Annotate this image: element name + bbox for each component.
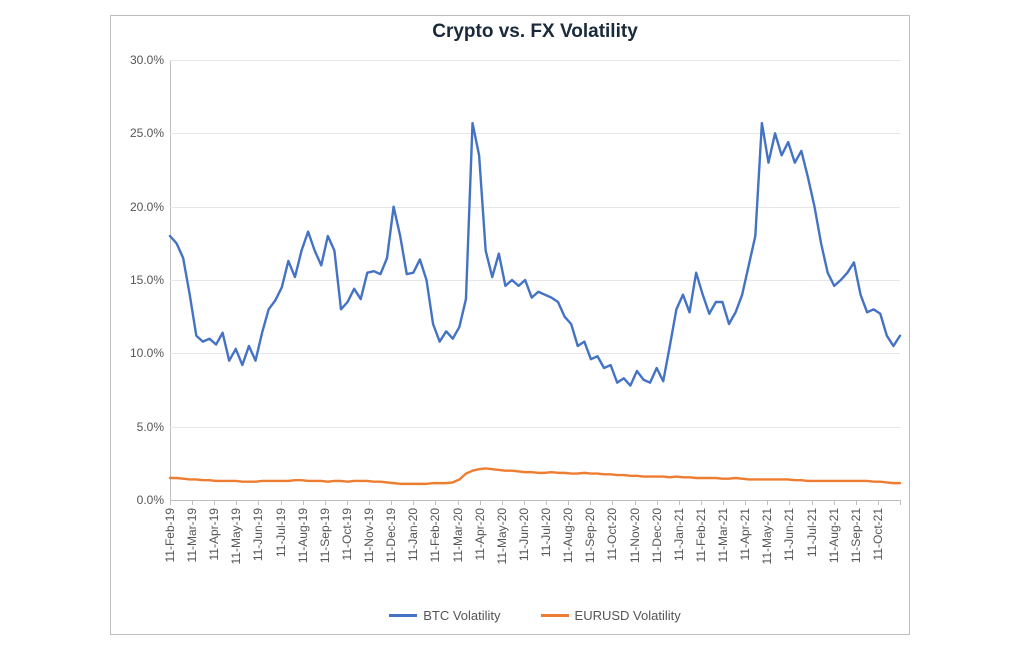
legend-item: BTC Volatility <box>389 608 500 623</box>
x-tick-mark <box>391 500 392 505</box>
x-tick-mark <box>502 500 503 505</box>
x-tick-mark <box>834 500 835 505</box>
x-tick-mark <box>369 500 370 505</box>
x-tick-mark <box>568 500 569 505</box>
x-tick-label: 11-May-19 <box>229 508 243 564</box>
x-tick-label: 11-Jul-20 <box>539 508 553 557</box>
x-tick-mark <box>258 500 259 505</box>
x-tick-label: 11-Jun-19 <box>251 508 265 561</box>
y-tick-label: 20.0% <box>114 200 164 214</box>
x-tick-label: 11-Jun-20 <box>517 508 531 561</box>
x-tick-mark <box>546 500 547 505</box>
x-tick-label: 11-Apr-20 <box>473 508 487 560</box>
x-tick-mark <box>413 500 414 505</box>
x-tick-label: 11-Feb-19 <box>163 508 177 562</box>
x-tick-label: 11-Mar-19 <box>185 508 199 562</box>
y-tick-label: 30.0% <box>114 53 164 67</box>
y-tick-label: 25.0% <box>114 126 164 140</box>
x-tick-mark <box>745 500 746 505</box>
x-tick-mark <box>435 500 436 505</box>
chart-svg <box>170 60 900 500</box>
x-tick-label: 11-Aug-19 <box>296 508 310 563</box>
x-tick-label: 11-Mar-20 <box>451 508 465 562</box>
x-tick-mark <box>192 500 193 505</box>
x-tick-label: 11-Aug-20 <box>561 508 575 563</box>
y-tick-label: 10.0% <box>114 346 164 360</box>
y-tick-label: 5.0% <box>114 420 164 434</box>
x-tick-label: 11-Oct-20 <box>605 508 619 560</box>
x-tick-mark <box>236 500 237 505</box>
x-tick-mark <box>170 500 171 505</box>
x-tick-label: 11-Sep-21 <box>849 508 863 563</box>
legend-swatch <box>541 614 569 617</box>
x-tick-label: 11-Jan-21 <box>672 508 686 561</box>
x-tick-label: 11-May-21 <box>760 508 774 564</box>
x-tick-mark <box>347 500 348 505</box>
y-tick-label: 0.0% <box>114 493 164 507</box>
x-tick-mark <box>723 500 724 505</box>
y-tick-label: 15.0% <box>114 273 164 287</box>
x-tick-mark <box>635 500 636 505</box>
x-tick-label: 11-Jan-20 <box>406 508 420 561</box>
x-tick-label: 11-Sep-20 <box>583 508 597 563</box>
x-tick-label: 11-Oct-19 <box>340 508 354 560</box>
legend-label: EURUSD Volatility <box>575 608 681 623</box>
x-tick-label: 11-Oct-21 <box>871 508 885 560</box>
x-tick-mark <box>701 500 702 505</box>
x-tick-mark <box>325 500 326 505</box>
x-tick-mark <box>812 500 813 505</box>
x-tick-label: 11-Nov-20 <box>628 508 642 563</box>
x-tick-label: 11-May-20 <box>495 508 509 564</box>
legend-swatch <box>389 614 417 617</box>
x-tick-mark <box>480 500 481 505</box>
x-tick-mark <box>458 500 459 505</box>
series-line-0 <box>170 123 900 386</box>
x-tick-mark <box>657 500 658 505</box>
chart-title: Crypto vs. FX Volatility <box>170 21 900 43</box>
x-tick-mark <box>900 500 901 505</box>
x-tick-mark <box>303 500 304 505</box>
x-tick-label: 11-Feb-20 <box>428 508 442 562</box>
series-line-1 <box>170 468 900 483</box>
x-tick-label: 11-Apr-21 <box>738 508 752 560</box>
x-tick-label: 11-Sep-19 <box>318 508 332 563</box>
x-tick-label: 11-Nov-19 <box>362 508 376 563</box>
x-tick-mark <box>612 500 613 505</box>
x-tick-mark <box>856 500 857 505</box>
x-tick-label: 11-Dec-20 <box>650 508 664 563</box>
x-tick-label: 11-Jul-21 <box>805 508 819 557</box>
x-tick-mark <box>590 500 591 505</box>
x-tick-mark <box>214 500 215 505</box>
x-tick-mark <box>878 500 879 505</box>
x-tick-label: 11-Jun-21 <box>782 508 796 561</box>
x-tick-label: 11-Mar-21 <box>716 508 730 562</box>
x-tick-mark <box>281 500 282 505</box>
x-tick-label: 11-Apr-19 <box>207 508 221 560</box>
x-tick-mark <box>789 500 790 505</box>
legend-item: EURUSD Volatility <box>541 608 681 623</box>
x-tick-label: 11-Dec-19 <box>384 508 398 563</box>
x-tick-mark <box>524 500 525 505</box>
x-tick-mark <box>767 500 768 505</box>
legend-label: BTC Volatility <box>423 608 500 623</box>
legend: BTC Volatility EURUSD Volatility <box>170 608 900 623</box>
x-tick-label: 11-Feb-21 <box>694 508 708 562</box>
x-tick-label: 11-Aug-21 <box>827 508 841 563</box>
x-tick-mark <box>679 500 680 505</box>
x-tick-label: 11-Jul-19 <box>274 508 288 557</box>
